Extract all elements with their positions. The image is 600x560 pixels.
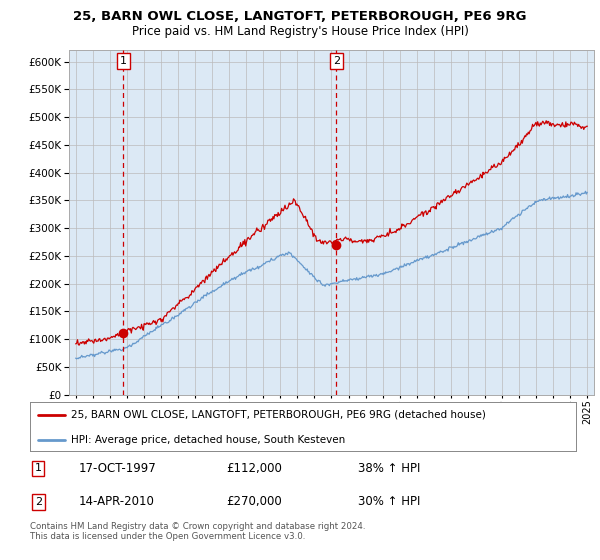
Text: HPI: Average price, detached house, South Kesteven: HPI: Average price, detached house, Sout… [71,435,345,445]
Text: £270,000: £270,000 [227,496,283,508]
Text: 1: 1 [120,56,127,66]
Text: Price paid vs. HM Land Registry's House Price Index (HPI): Price paid vs. HM Land Registry's House … [131,25,469,38]
Text: 25, BARN OWL CLOSE, LANGTOFT, PETERBOROUGH, PE6 9RG: 25, BARN OWL CLOSE, LANGTOFT, PETERBOROU… [73,10,527,22]
Text: 25, BARN OWL CLOSE, LANGTOFT, PETERBOROUGH, PE6 9RG (detached house): 25, BARN OWL CLOSE, LANGTOFT, PETERBOROU… [71,410,486,420]
Text: 17-OCT-1997: 17-OCT-1997 [79,462,157,475]
Text: 2: 2 [333,56,340,66]
Text: 38% ↑ HPI: 38% ↑ HPI [358,462,420,475]
Text: 14-APR-2010: 14-APR-2010 [79,496,155,508]
Text: Contains HM Land Registry data © Crown copyright and database right 2024.
This d: Contains HM Land Registry data © Crown c… [30,522,365,542]
Text: 2: 2 [35,497,42,507]
Text: 30% ↑ HPI: 30% ↑ HPI [358,496,420,508]
Text: 1: 1 [35,464,41,473]
Text: £112,000: £112,000 [227,462,283,475]
